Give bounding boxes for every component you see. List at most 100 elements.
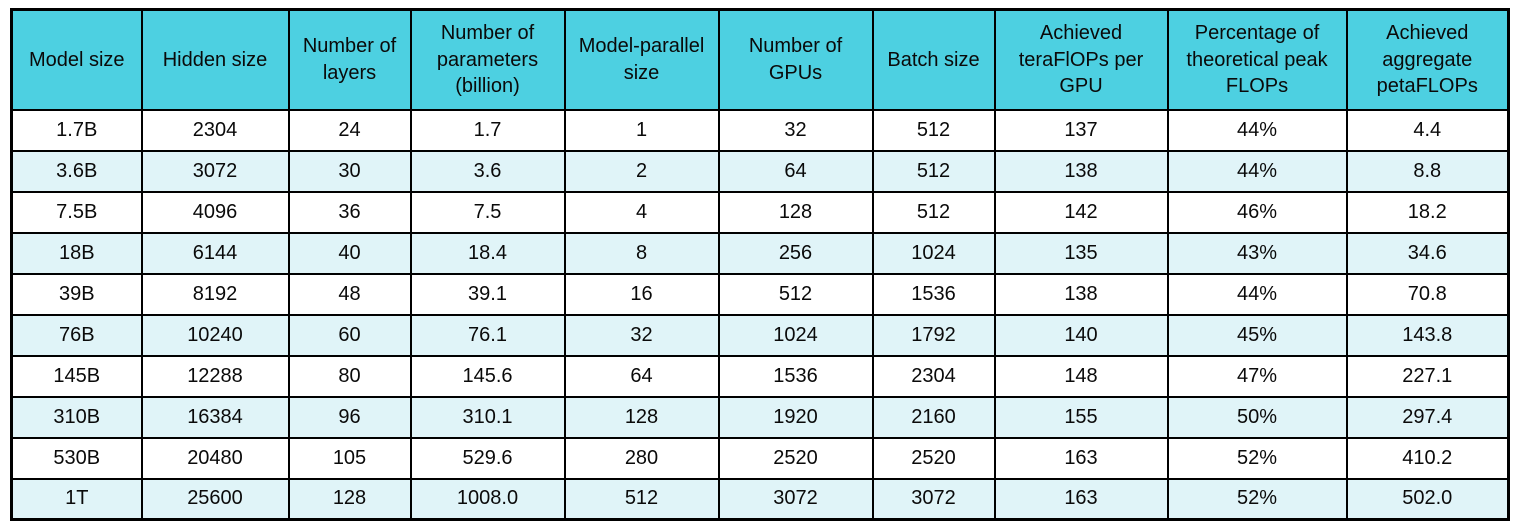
table-row: 3.6B 3072 30 3.6 2 64 512 138 44% 8.8 bbox=[10, 149, 1510, 193]
cell: 16384 bbox=[140, 395, 290, 439]
cell: 105 bbox=[287, 436, 412, 480]
cell: 60 bbox=[287, 313, 412, 357]
cell: 1792 bbox=[871, 313, 996, 357]
cell: 52% bbox=[1166, 436, 1348, 480]
cell: 140 bbox=[993, 313, 1169, 357]
cell: 76B bbox=[10, 313, 143, 357]
cell: 137 bbox=[993, 108, 1169, 152]
cell: 135 bbox=[993, 231, 1169, 275]
cell: 512 bbox=[563, 477, 720, 521]
cell: 44% bbox=[1166, 272, 1348, 316]
cell: 43% bbox=[1166, 231, 1348, 275]
cell: 44% bbox=[1166, 108, 1348, 152]
cell: 8192 bbox=[140, 272, 290, 316]
header-row: Model size Hidden size Number of layers Num… bbox=[10, 8, 1510, 111]
cell: 7.5B bbox=[10, 190, 143, 234]
table-row: 18B 6144 40 18.4 8 256 1024 135 43% 34.6 bbox=[10, 231, 1510, 275]
cell: 163 bbox=[993, 477, 1169, 521]
column-header: Number of GPUs bbox=[717, 8, 874, 111]
table-row: 310B 16384 96 310.1 128 1920 2160 155 50% 297.4 bbox=[10, 395, 1510, 439]
cell: 2160 bbox=[871, 395, 996, 439]
cell: 310.1 bbox=[409, 395, 566, 439]
table-row: 1T 25600 128 1008.0 512 3072 3072 163 52% 502.0 bbox=[10, 477, 1510, 521]
cell: 18.4 bbox=[409, 231, 566, 275]
cell: 34.6 bbox=[1345, 231, 1510, 275]
cell: 128 bbox=[287, 477, 412, 521]
column-header: Number of layers bbox=[287, 8, 412, 111]
column-header: Number of parameters (billion) bbox=[409, 8, 566, 111]
cell: 1536 bbox=[717, 354, 874, 398]
cell: 39B bbox=[10, 272, 143, 316]
cell: 128 bbox=[563, 395, 720, 439]
cell: 16 bbox=[563, 272, 720, 316]
cell: 2 bbox=[563, 149, 720, 193]
cell: 44% bbox=[1166, 149, 1348, 193]
cell: 163 bbox=[993, 436, 1169, 480]
cell: 148 bbox=[993, 354, 1169, 398]
cell: 76.1 bbox=[409, 313, 566, 357]
cell: 1.7 bbox=[409, 108, 566, 152]
cell: 3.6B bbox=[10, 149, 143, 193]
cell: 297.4 bbox=[1345, 395, 1510, 439]
scaling-table: Model size Hidden size Number of layers Num… bbox=[10, 8, 1510, 521]
cell: 1T bbox=[10, 477, 143, 521]
cell: 2520 bbox=[871, 436, 996, 480]
cell: 138 bbox=[993, 272, 1169, 316]
cell: 227.1 bbox=[1345, 354, 1510, 398]
column-header: Model-parallel size bbox=[563, 8, 720, 111]
cell: 4.4 bbox=[1345, 108, 1510, 152]
cell: 46% bbox=[1166, 190, 1348, 234]
cell: 3072 bbox=[717, 477, 874, 521]
cell: 512 bbox=[871, 149, 996, 193]
cell: 39.1 bbox=[409, 272, 566, 316]
cell: 2304 bbox=[140, 108, 290, 152]
cell: 20480 bbox=[140, 436, 290, 480]
cell: 18.2 bbox=[1345, 190, 1510, 234]
cell: 145B bbox=[10, 354, 143, 398]
cell: 1536 bbox=[871, 272, 996, 316]
cell: 36 bbox=[287, 190, 412, 234]
cell: 32 bbox=[563, 313, 720, 357]
table-header: Model size Hidden size Number of layers Num… bbox=[10, 8, 1510, 111]
cell: 256 bbox=[717, 231, 874, 275]
cell: 70.8 bbox=[1345, 272, 1510, 316]
table-body: 1.7B 2304 24 1.7 1 32 512 137 44% 4.4 3.6B 3072 30 3.… bbox=[10, 108, 1510, 521]
column-header: Model size bbox=[10, 8, 143, 111]
cell: 32 bbox=[717, 108, 874, 152]
column-header: Hidden size bbox=[140, 8, 290, 111]
cell: 502.0 bbox=[1345, 477, 1510, 521]
cell: 2304 bbox=[871, 354, 996, 398]
cell: 52% bbox=[1166, 477, 1348, 521]
table-row: 76B 10240 60 76.1 32 1024 1792 140 45% 143.8 bbox=[10, 313, 1510, 357]
cell: 64 bbox=[563, 354, 720, 398]
cell: 64 bbox=[717, 149, 874, 193]
cell: 12288 bbox=[140, 354, 290, 398]
cell: 280 bbox=[563, 436, 720, 480]
cell: 48 bbox=[287, 272, 412, 316]
cell: 80 bbox=[287, 354, 412, 398]
cell: 10240 bbox=[140, 313, 290, 357]
column-header: Batch size bbox=[871, 8, 996, 111]
column-header: Percentage of theoretical peak FLOPs bbox=[1166, 8, 1348, 111]
cell: 138 bbox=[993, 149, 1169, 193]
cell: 96 bbox=[287, 395, 412, 439]
cell: 4 bbox=[563, 190, 720, 234]
cell: 8 bbox=[563, 231, 720, 275]
cell: 30 bbox=[287, 149, 412, 193]
scaling-table-container: Model size Hidden size Number of layers Num… bbox=[10, 8, 1510, 521]
cell: 529.6 bbox=[409, 436, 566, 480]
cell: 530B bbox=[10, 436, 143, 480]
cell: 3072 bbox=[140, 149, 290, 193]
cell: 143.8 bbox=[1345, 313, 1510, 357]
cell: 45% bbox=[1166, 313, 1348, 357]
cell: 410.2 bbox=[1345, 436, 1510, 480]
cell: 25600 bbox=[140, 477, 290, 521]
table-row: 39B 8192 48 39.1 16 512 1536 138 44% 70.8 bbox=[10, 272, 1510, 316]
cell: 145.6 bbox=[409, 354, 566, 398]
cell: 8.8 bbox=[1345, 149, 1510, 193]
cell: 1024 bbox=[871, 231, 996, 275]
table-row: 1.7B 2304 24 1.7 1 32 512 137 44% 4.4 bbox=[10, 108, 1510, 152]
cell: 3072 bbox=[871, 477, 996, 521]
cell: 512 bbox=[871, 108, 996, 152]
table-row: 7.5B 4096 36 7.5 4 128 512 142 46% 18.2 bbox=[10, 190, 1510, 234]
